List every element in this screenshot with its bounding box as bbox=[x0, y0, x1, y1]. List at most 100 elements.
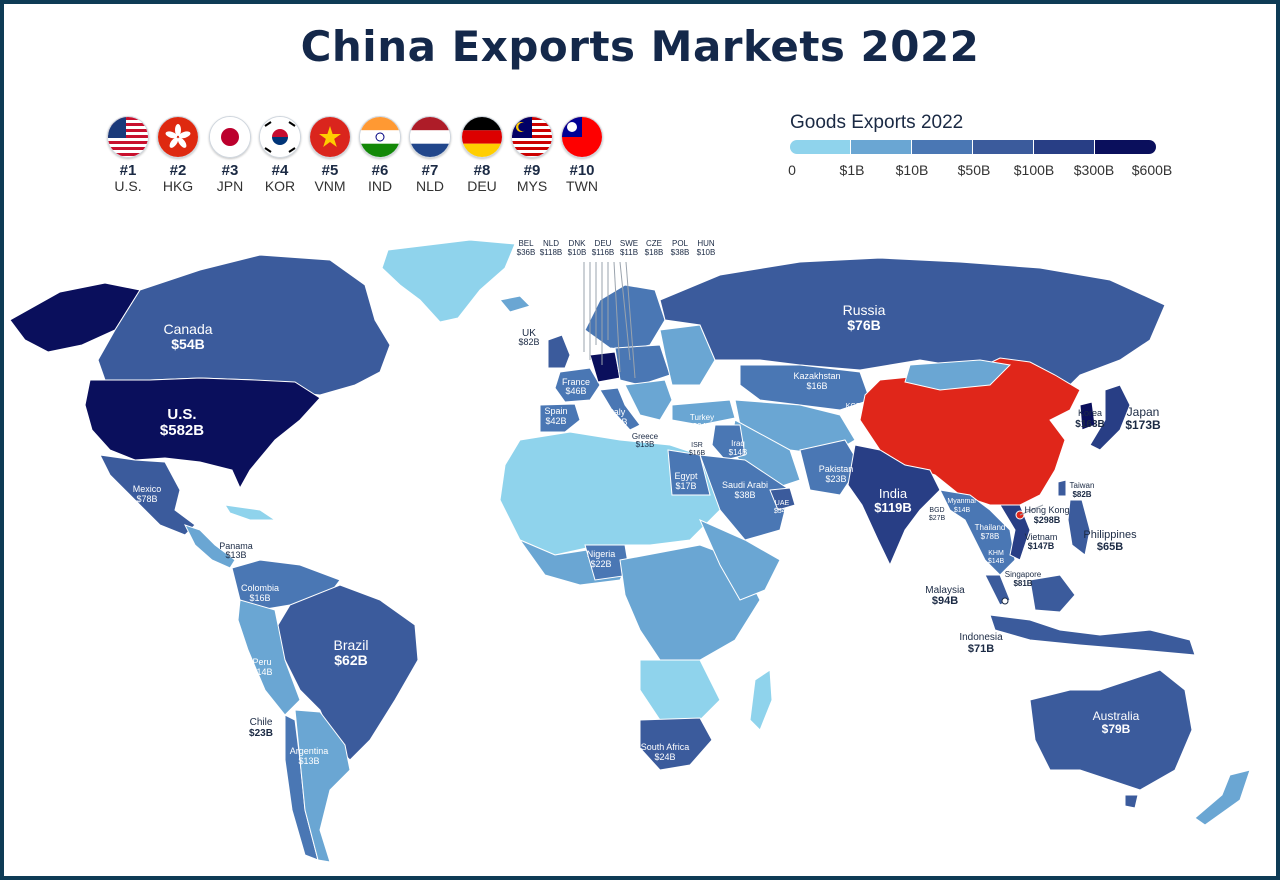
uk-region[interactable] bbox=[547, 334, 571, 369]
country-value-uk: $82B bbox=[518, 337, 539, 347]
country-label-greece: Greece bbox=[632, 432, 659, 441]
country-label-singapore: Singapore bbox=[1005, 570, 1042, 579]
country-value-singapore: $81B bbox=[1013, 579, 1032, 588]
hong-kong-leader-line bbox=[1019, 504, 1044, 516]
top-market-item: #2 HKG bbox=[150, 116, 206, 194]
south-korea-flag-icon bbox=[259, 116, 301, 158]
uae-region[interactable] bbox=[769, 487, 796, 511]
new-zealand-region[interactable] bbox=[1194, 769, 1251, 826]
country-label-argentina: Argentina bbox=[290, 746, 329, 756]
country-value-greece: $13B bbox=[636, 440, 655, 449]
top-market-item: #6 IND bbox=[352, 116, 408, 194]
vietnam-region[interactable] bbox=[999, 504, 1031, 561]
argentina-region[interactable] bbox=[294, 709, 351, 863]
malaysia-flag-icon bbox=[511, 116, 553, 158]
central-america-region[interactable] bbox=[184, 524, 236, 569]
country-value-taiwan: $82B bbox=[1072, 490, 1091, 499]
rank-label: #5 bbox=[321, 162, 339, 179]
country-value-india: $119B bbox=[874, 500, 912, 515]
greenland-region[interactable] bbox=[381, 239, 516, 323]
brazil-region[interactable] bbox=[274, 584, 419, 761]
legend-tick-label: $10B bbox=[895, 162, 929, 178]
egypt-region[interactable] bbox=[667, 449, 711, 496]
country-label-saudi: Saudi Arabi bbox=[722, 480, 768, 490]
callout-code: CZE bbox=[646, 239, 662, 248]
country-label-brazil: Brazil bbox=[333, 637, 368, 653]
india-region[interactable] bbox=[847, 444, 941, 567]
us-flag-icon bbox=[107, 116, 149, 158]
top-market-item: #8 DEU bbox=[454, 116, 510, 194]
usa-region[interactable] bbox=[84, 377, 321, 490]
rank-label: #1 bbox=[119, 162, 137, 179]
legend-swatch bbox=[1095, 140, 1156, 154]
legend-swatch bbox=[851, 140, 911, 154]
turkey-region[interactable] bbox=[671, 399, 736, 426]
europe-callouts: BEL $36B NLD $118B DNK $10B DEU $116B SW… bbox=[517, 239, 716, 257]
country-label-south-africa: South Africa bbox=[641, 742, 690, 752]
madagascar-region[interactable] bbox=[749, 669, 773, 731]
callout-code: DEU bbox=[595, 239, 612, 248]
korea-region[interactable] bbox=[1079, 401, 1096, 431]
east-africa-region[interactable] bbox=[699, 519, 781, 601]
iraq-region[interactable] bbox=[711, 424, 746, 461]
country-label-india: India bbox=[879, 486, 908, 501]
callout-value: $36B bbox=[517, 248, 536, 257]
north-africa-region[interactable] bbox=[499, 431, 721, 556]
spain-region[interactable] bbox=[539, 403, 581, 433]
caribbean-region[interactable] bbox=[224, 504, 277, 521]
mongolia-region[interactable] bbox=[904, 359, 1012, 391]
australia-region[interactable] bbox=[1029, 669, 1193, 791]
legend-tick-label: $100B bbox=[1013, 162, 1055, 178]
callout-code: SWE bbox=[620, 239, 638, 248]
south-africa-region[interactable] bbox=[639, 717, 713, 771]
country-label-uae: UAE bbox=[775, 500, 790, 507]
southern-africa-region[interactable] bbox=[639, 659, 721, 721]
central-europe-region[interactable] bbox=[614, 344, 671, 386]
callout-code: DNK bbox=[569, 239, 587, 248]
singapore-marker[interactable] bbox=[1001, 597, 1009, 605]
callout-code: NLD bbox=[543, 239, 559, 248]
country-label-mexico: Mexico bbox=[133, 484, 162, 494]
germany-flag-icon bbox=[461, 116, 503, 158]
rank-label: #6 bbox=[371, 162, 389, 179]
malaysia-region[interactable] bbox=[984, 574, 1011, 606]
country-value-italy: $51B bbox=[606, 417, 627, 427]
italy-region[interactable] bbox=[599, 387, 641, 431]
country-code: KOR bbox=[264, 178, 296, 194]
country-label-isr: ISR bbox=[691, 442, 703, 449]
indonesia-region[interactable] bbox=[989, 614, 1196, 656]
country-value-turkey: $34B bbox=[693, 422, 712, 431]
country-value-chile: $23B bbox=[249, 728, 273, 739]
france-region[interactable] bbox=[554, 367, 601, 403]
country-label-philippines: Philippines bbox=[1083, 529, 1137, 541]
balkans-region[interactable] bbox=[624, 379, 673, 421]
philippines-region[interactable] bbox=[1067, 499, 1091, 556]
kazakhstan-region[interactable] bbox=[739, 364, 871, 411]
rank-label: #3 bbox=[221, 162, 239, 179]
top-market-item: #10 TWN bbox=[554, 116, 610, 194]
country-value-uae: $54B bbox=[774, 508, 791, 515]
country-value-kazakhstan: $16B bbox=[806, 381, 827, 391]
legend-tick-label: 0 bbox=[788, 162, 796, 178]
page-title: China Exports Markets 2022 bbox=[300, 22, 980, 71]
country-label-panama: Panama bbox=[219, 541, 253, 551]
country-value-mexico: $78B bbox=[136, 494, 157, 504]
country-value-myanmar: $14B bbox=[954, 507, 971, 514]
country-code: DEU bbox=[467, 178, 497, 194]
canada-region[interactable] bbox=[97, 254, 391, 396]
country-label-bgd: BGD bbox=[929, 507, 944, 514]
country-label-myanmar: Myanmar bbox=[947, 498, 977, 505]
country-label-italy: Italy bbox=[609, 407, 626, 417]
country-value-indonesia: $71B bbox=[968, 643, 994, 655]
japan-region[interactable] bbox=[1089, 384, 1131, 451]
borneo-region[interactable] bbox=[1029, 574, 1076, 613]
taiwan-region[interactable] bbox=[1057, 479, 1067, 497]
scandinavia-region[interactable] bbox=[584, 284, 666, 351]
iceland-region[interactable] bbox=[499, 295, 531, 313]
rank-label: #9 bbox=[523, 162, 541, 179]
tasmania-region[interactable] bbox=[1124, 794, 1139, 809]
country-value-colombia: $16B bbox=[249, 593, 270, 603]
country-value-egypt: $17B bbox=[675, 481, 696, 491]
vietnam-flag-icon bbox=[309, 116, 351, 158]
callout-code: BEL bbox=[518, 239, 534, 248]
